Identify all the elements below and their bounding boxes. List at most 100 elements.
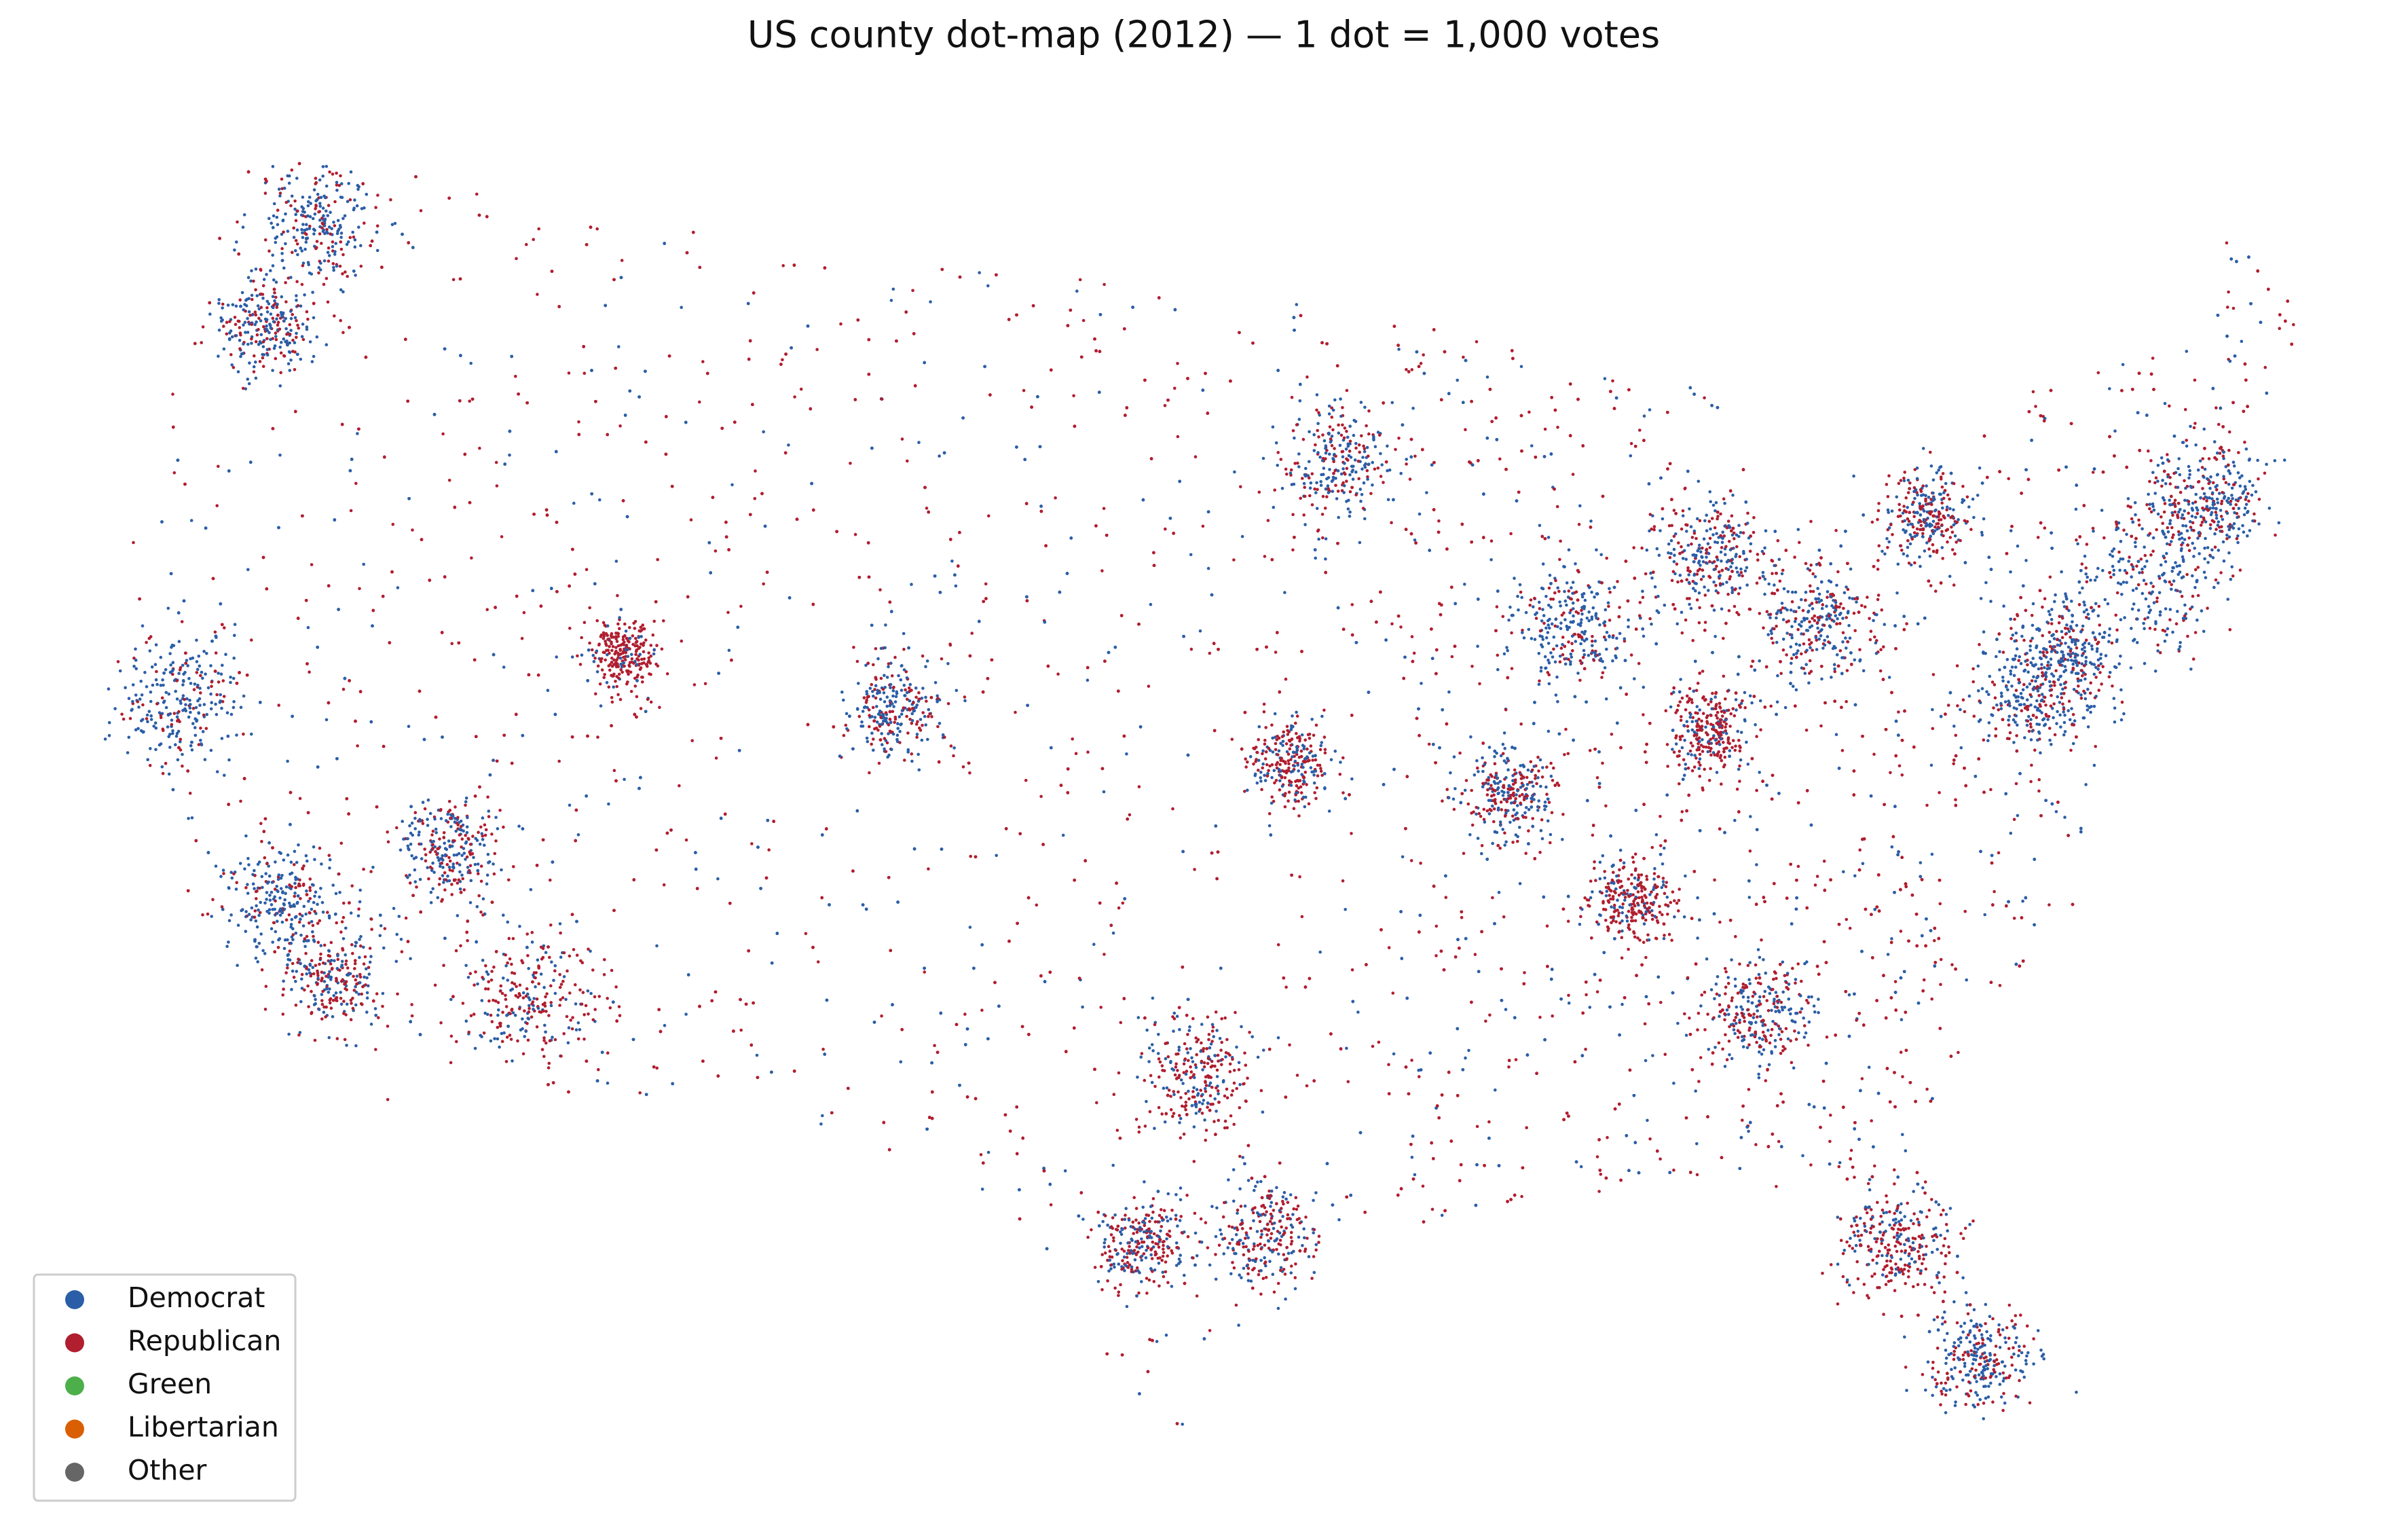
vote-dot — [1176, 362, 1179, 365]
vote-dot — [2225, 533, 2229, 537]
vote-dot — [1605, 556, 1608, 560]
vote-dot — [1697, 761, 1701, 764]
vote-dot — [1437, 519, 1441, 523]
vote-dot — [2007, 477, 2010, 481]
vote-dot — [889, 299, 893, 302]
vote-dot — [1318, 950, 1322, 954]
vote-dot — [1876, 568, 1880, 571]
vote-dot — [1305, 1084, 1309, 1088]
vote-dot — [557, 759, 561, 763]
vote-dot — [1699, 1056, 1703, 1059]
vote-dot — [1086, 750, 1090, 754]
vote-dot — [1971, 680, 1975, 684]
vote-dot — [1241, 1156, 1244, 1159]
vote-dot — [2021, 899, 2024, 903]
vote-dot — [703, 682, 707, 686]
vote-dot — [2125, 581, 2128, 585]
vote-dot — [2043, 526, 2047, 530]
vote-dot — [927, 867, 930, 871]
vote-dot — [618, 424, 622, 428]
vote-dot — [1549, 841, 1552, 845]
vote-dot — [2013, 617, 2016, 621]
vote-dot — [470, 556, 473, 560]
vote-dot — [984, 582, 988, 586]
vote-dot — [1777, 1139, 1781, 1144]
vote-dot — [1519, 723, 1523, 726]
vote-dot — [1538, 1015, 1542, 1019]
vote-dot — [2063, 816, 2067, 819]
vote-dot — [714, 549, 718, 553]
vote-dot — [206, 912, 210, 916]
vote-dot — [1939, 957, 1943, 962]
vote-dot — [753, 496, 757, 500]
map-title: US county dot-map (2012) — 1 dot = 1,000… — [747, 14, 1660, 56]
vote-dot — [1618, 848, 1623, 852]
vote-dot — [408, 881, 412, 885]
vote-dot — [902, 632, 906, 636]
vote-dot — [701, 360, 705, 363]
vote-dot — [1262, 702, 1266, 706]
vote-dot — [1507, 1065, 1511, 1069]
vote-dot — [1858, 848, 1861, 852]
vote-dot — [217, 464, 220, 469]
vote-dot — [1155, 1340, 1159, 1343]
vote-dot — [1661, 862, 1665, 866]
vote-dot — [1240, 534, 1244, 538]
vote-dot — [1464, 428, 1467, 431]
vote-dot — [308, 670, 311, 674]
vote-dot — [1672, 1168, 1675, 1172]
vote-dot — [1410, 1059, 1413, 1062]
vote-dot — [1434, 924, 1439, 928]
vote-dot — [1192, 1160, 1196, 1163]
vote-dot — [739, 604, 743, 608]
vote-dot — [938, 454, 941, 458]
vote-dot — [1663, 1053, 1667, 1056]
vote-dot — [929, 300, 932, 304]
vote-dot — [1868, 1177, 1872, 1182]
vote-dot — [1317, 1241, 1320, 1244]
vote-dot — [479, 910, 483, 914]
vote-dot — [1377, 1040, 1381, 1044]
vote-dot — [1680, 631, 1684, 635]
vote-dot — [1305, 375, 1309, 379]
vote-dot — [1100, 569, 1104, 572]
vote-dot — [1345, 1046, 1348, 1050]
vote-dot — [1652, 872, 1656, 875]
vote-dot — [1867, 1065, 1871, 1069]
vote-dot — [2168, 404, 2171, 408]
vote-dot — [1408, 477, 1412, 481]
vote-dot — [804, 932, 808, 936]
vote-dot — [767, 848, 771, 852]
vote-dot — [1648, 1137, 1652, 1141]
vote-dot — [1886, 546, 1889, 549]
vote-dot — [1078, 278, 1082, 282]
vote-dot — [1463, 583, 1466, 586]
vote-dot — [2080, 562, 2084, 566]
vote-dot — [1410, 1156, 1414, 1159]
vote-dot — [447, 479, 451, 482]
vote-dot — [1579, 915, 1582, 919]
vote-dot — [1589, 519, 1593, 523]
vote-dot — [1931, 543, 1935, 547]
vote-dot — [1111, 1163, 1115, 1167]
vote-dot — [1412, 651, 1416, 655]
vote-dot — [1547, 604, 1551, 607]
vote-dot — [910, 583, 913, 586]
vote-dot — [2048, 903, 2051, 907]
vote-dot — [612, 769, 616, 772]
vote-dot — [1997, 851, 2001, 855]
vote-dot — [1274, 651, 1278, 654]
vote-dot — [1103, 282, 1106, 287]
vote-dot — [656, 558, 659, 562]
vote-dot — [2016, 544, 2020, 548]
vote-dot — [979, 1153, 983, 1156]
vote-dot — [1551, 1014, 1554, 1018]
vote-dot — [1208, 651, 1212, 655]
vote-dot — [1514, 1058, 1518, 1061]
vote-dot — [1350, 832, 1353, 835]
vote-dot — [952, 754, 955, 758]
vote-dot — [1747, 1129, 1750, 1133]
vote-dot — [161, 771, 165, 775]
vote-dot — [954, 584, 958, 588]
vote-dot — [496, 1037, 500, 1041]
